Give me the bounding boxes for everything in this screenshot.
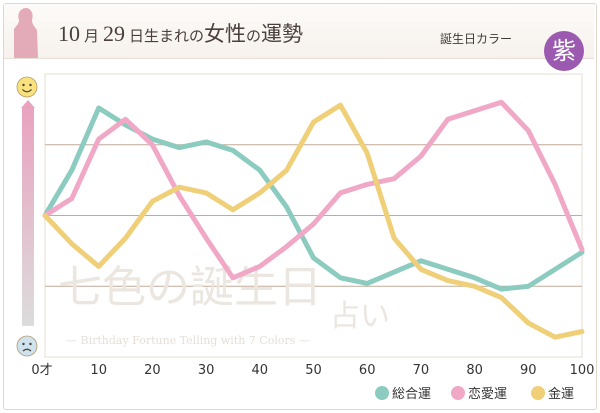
title-suffix-4: 運勢 bbox=[261, 22, 304, 46]
x-tick-label-50: 50 bbox=[305, 363, 322, 378]
chart-frame bbox=[3, 3, 597, 410]
sad-face-icon-eye-right bbox=[29, 342, 32, 346]
title-suffix-1: 日生まれの bbox=[129, 27, 205, 45]
x-tick-label-70: 70 bbox=[413, 363, 430, 378]
x-tick-label-40: 40 bbox=[252, 363, 269, 378]
meter-arrow bbox=[21, 100, 35, 108]
sad-face-icon-circle bbox=[16, 335, 38, 357]
x-tick-label-0: 0才 bbox=[31, 363, 52, 378]
series-line-3 bbox=[42, 102, 585, 340]
legend-swatch-2 bbox=[451, 386, 465, 400]
legend-swatch-3 bbox=[531, 386, 545, 400]
sad-face-icon-mouth bbox=[22, 348, 32, 352]
legend-swatch-1 bbox=[375, 386, 389, 400]
x-tick-label-100: 100 bbox=[570, 363, 595, 378]
birthday-color-badge: 紫 bbox=[544, 31, 584, 71]
series-line-2 bbox=[42, 99, 585, 281]
title-month: 10 bbox=[58, 21, 80, 46]
x-tick-label-60: 60 bbox=[359, 363, 376, 378]
watermark-subtitle: 占い bbox=[330, 299, 390, 334]
x-tick-label-90: 90 bbox=[520, 363, 537, 378]
title-suffix-3: の bbox=[246, 27, 262, 45]
sad-face-icon bbox=[16, 335, 38, 357]
legend-label-2: 恋愛運 bbox=[468, 386, 507, 402]
meter-bar bbox=[22, 108, 34, 326]
birthday-color-label: 誕生日カラー bbox=[440, 32, 513, 46]
x-tick-label-20: 20 bbox=[144, 363, 161, 378]
sad-face-icon-eye-left bbox=[22, 342, 25, 346]
page-title: 10 月 29 日生まれの女性の運勢 bbox=[58, 18, 303, 48]
title-suffix-2: 女性 bbox=[204, 22, 247, 46]
smiling-face-icon-eye-left bbox=[22, 83, 25, 87]
smiling-face-icon bbox=[16, 76, 38, 98]
title-day: 29 bbox=[103, 21, 126, 46]
watermark-title: 七色の誕生日 bbox=[58, 262, 322, 313]
title-month-unit: 月 bbox=[84, 27, 100, 45]
smiling-face-icon-eye-right bbox=[29, 83, 32, 87]
header-bar bbox=[4, 4, 594, 59]
woman-silhouette-icon bbox=[14, 8, 38, 58]
x-tick-label-80: 80 bbox=[466, 363, 483, 378]
x-tick-label-10: 10 bbox=[90, 363, 107, 378]
legend-label-3: 金運 bbox=[548, 386, 574, 402]
smiling-face-icon-circle bbox=[16, 76, 38, 98]
watermark-caption: — Birthday Fortune Telling with 7 Colors… bbox=[66, 334, 310, 347]
legend-label-1: 総合運 bbox=[392, 387, 431, 402]
smiling-face-icon-mouth bbox=[22, 89, 32, 93]
x-tick-label-30: 30 bbox=[198, 363, 215, 378]
